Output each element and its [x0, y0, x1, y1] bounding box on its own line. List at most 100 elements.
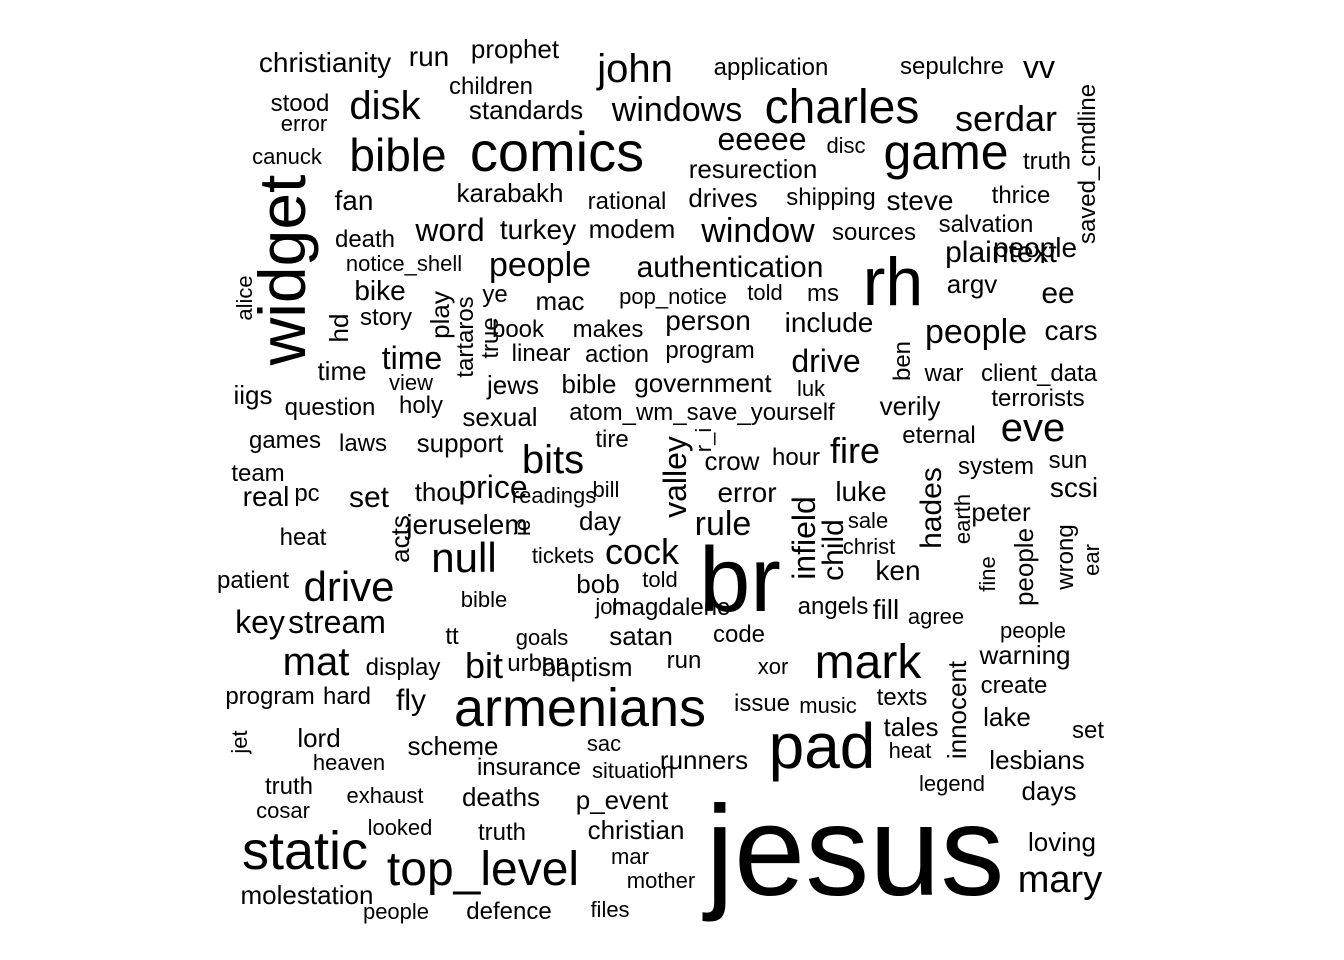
cloud-word: cock [604, 531, 680, 572]
cloud-word: bit [464, 645, 504, 686]
cloud-word: joh [595, 594, 625, 619]
cloud-word: hour [771, 444, 821, 471]
cloud-word: loving [1028, 827, 1096, 857]
cloud-word: mat [282, 640, 350, 684]
cloud-word: p_event [575, 785, 669, 815]
cloud-word: infield [786, 496, 822, 580]
cloud-word: atom_wm_save_yourself [569, 399, 835, 426]
cloud-word: tales [883, 712, 939, 742]
cloud-word: truth [264, 773, 314, 800]
cloud-word: holy [398, 392, 444, 419]
cloud-word: warning [979, 640, 1071, 670]
cloud-word: ear [1079, 544, 1104, 576]
cloud-word: people [992, 232, 1078, 263]
cloud-word: ee [1041, 277, 1075, 310]
cloud-word: stream [288, 604, 386, 640]
cloud-word: modem [588, 214, 676, 244]
cloud-word: pop_notice [619, 284, 727, 309]
cloud-word: drive [303, 563, 395, 610]
cloud-word: program [665, 337, 755, 364]
cloud-word: days [1021, 776, 1077, 806]
cloud-word: fly [396, 684, 426, 717]
cloud-word: eeeee [717, 121, 807, 157]
cloud-word: lord [297, 723, 341, 753]
cloud-word: run [666, 647, 702, 674]
cloud-word: saved_cmdline [1074, 83, 1101, 245]
cloud-word: resurection [688, 154, 818, 184]
cloud-word: price [458, 469, 528, 505]
cloud-word: pc [294, 480, 320, 507]
cloud-word: canuck [252, 144, 322, 169]
cloud-word: peter [971, 497, 1031, 527]
cloud-word: bible [561, 369, 617, 399]
cloud-word: texts [876, 684, 928, 711]
cloud-word: tire [595, 426, 629, 453]
cloud-word: death [334, 226, 396, 253]
cloud-word: satan [609, 621, 673, 651]
cloud-word: thrice [991, 182, 1051, 209]
cloud-word: shipping [786, 184, 876, 211]
cloud-word: people [362, 899, 430, 924]
cloud-word: windows [611, 91, 743, 129]
cloud-word: rational [587, 188, 667, 215]
cloud-word: games [248, 427, 322, 454]
cloud-word: window [701, 212, 815, 250]
cloud-word: create [980, 672, 1048, 699]
cloud-word: bits [521, 438, 585, 482]
cloud-word: notice_shell [345, 251, 463, 276]
cloud-word: bible [460, 587, 508, 612]
cloud-word: issue [733, 690, 791, 717]
cloud-word: scheme [407, 731, 499, 761]
cloud-word: makes [572, 316, 644, 343]
cloud-word: time [381, 340, 443, 376]
cloud-word: luk [796, 376, 826, 401]
cloud-word: steve [886, 185, 954, 216]
cloud-word: xor [757, 654, 789, 679]
cloud-word: turkey [499, 214, 577, 245]
cloud-word: program [225, 683, 315, 710]
cloud-word: comics [469, 120, 645, 183]
cloud-word: valley [657, 436, 693, 518]
cloud-word: linear [511, 340, 571, 367]
cloud-word: include [784, 307, 874, 338]
cloud-word: people [999, 618, 1067, 643]
cloud-word: authentication [636, 251, 824, 284]
cloud-word: run [408, 41, 450, 72]
cloud-word: book [491, 316, 545, 343]
cloud-word: christ [842, 534, 896, 559]
cloud-word: tt [445, 623, 459, 650]
cloud-word: top_level [386, 843, 580, 896]
cloud-word: molestation [240, 880, 374, 910]
cloud-word: government [634, 368, 772, 398]
cloud-word: fine [975, 556, 1000, 592]
word-armenians: armenians [453, 678, 707, 738]
cloud-word: karabakh [456, 178, 564, 208]
cloud-word: people [1009, 527, 1039, 607]
cloud-word: laws [338, 430, 388, 457]
cloud-word: rh [862, 244, 924, 320]
word-pad: pad [768, 710, 876, 782]
cloud-word: story [359, 304, 413, 331]
cloud-word: tickets [531, 543, 595, 568]
cloud-word: ken [875, 555, 921, 586]
cloud-word: heaven [312, 750, 386, 775]
cloud-word: mac [535, 286, 585, 316]
cloud-word: urban [507, 650, 569, 677]
cloud-word: ben [889, 340, 916, 382]
cloud-word: told [642, 567, 678, 592]
cloud-word: christian [587, 815, 685, 845]
cloud-word: insurance [476, 754, 582, 781]
cloud-word: error [717, 477, 777, 508]
cloud-word: looked [367, 815, 433, 840]
cloud-word: angels [797, 593, 869, 620]
cloud-word: wrong [1052, 524, 1079, 590]
cloud-word: prophet [470, 34, 560, 64]
cloud-word: drive [791, 343, 861, 379]
cloud-word: bike [354, 275, 406, 306]
word-jesus: jesus [705, 780, 1005, 923]
cloud-word: widget [245, 174, 319, 366]
cloud-word: heat [279, 524, 327, 551]
cloud-word: team [231, 460, 285, 487]
cloud-word: lesbians [989, 745, 1085, 775]
